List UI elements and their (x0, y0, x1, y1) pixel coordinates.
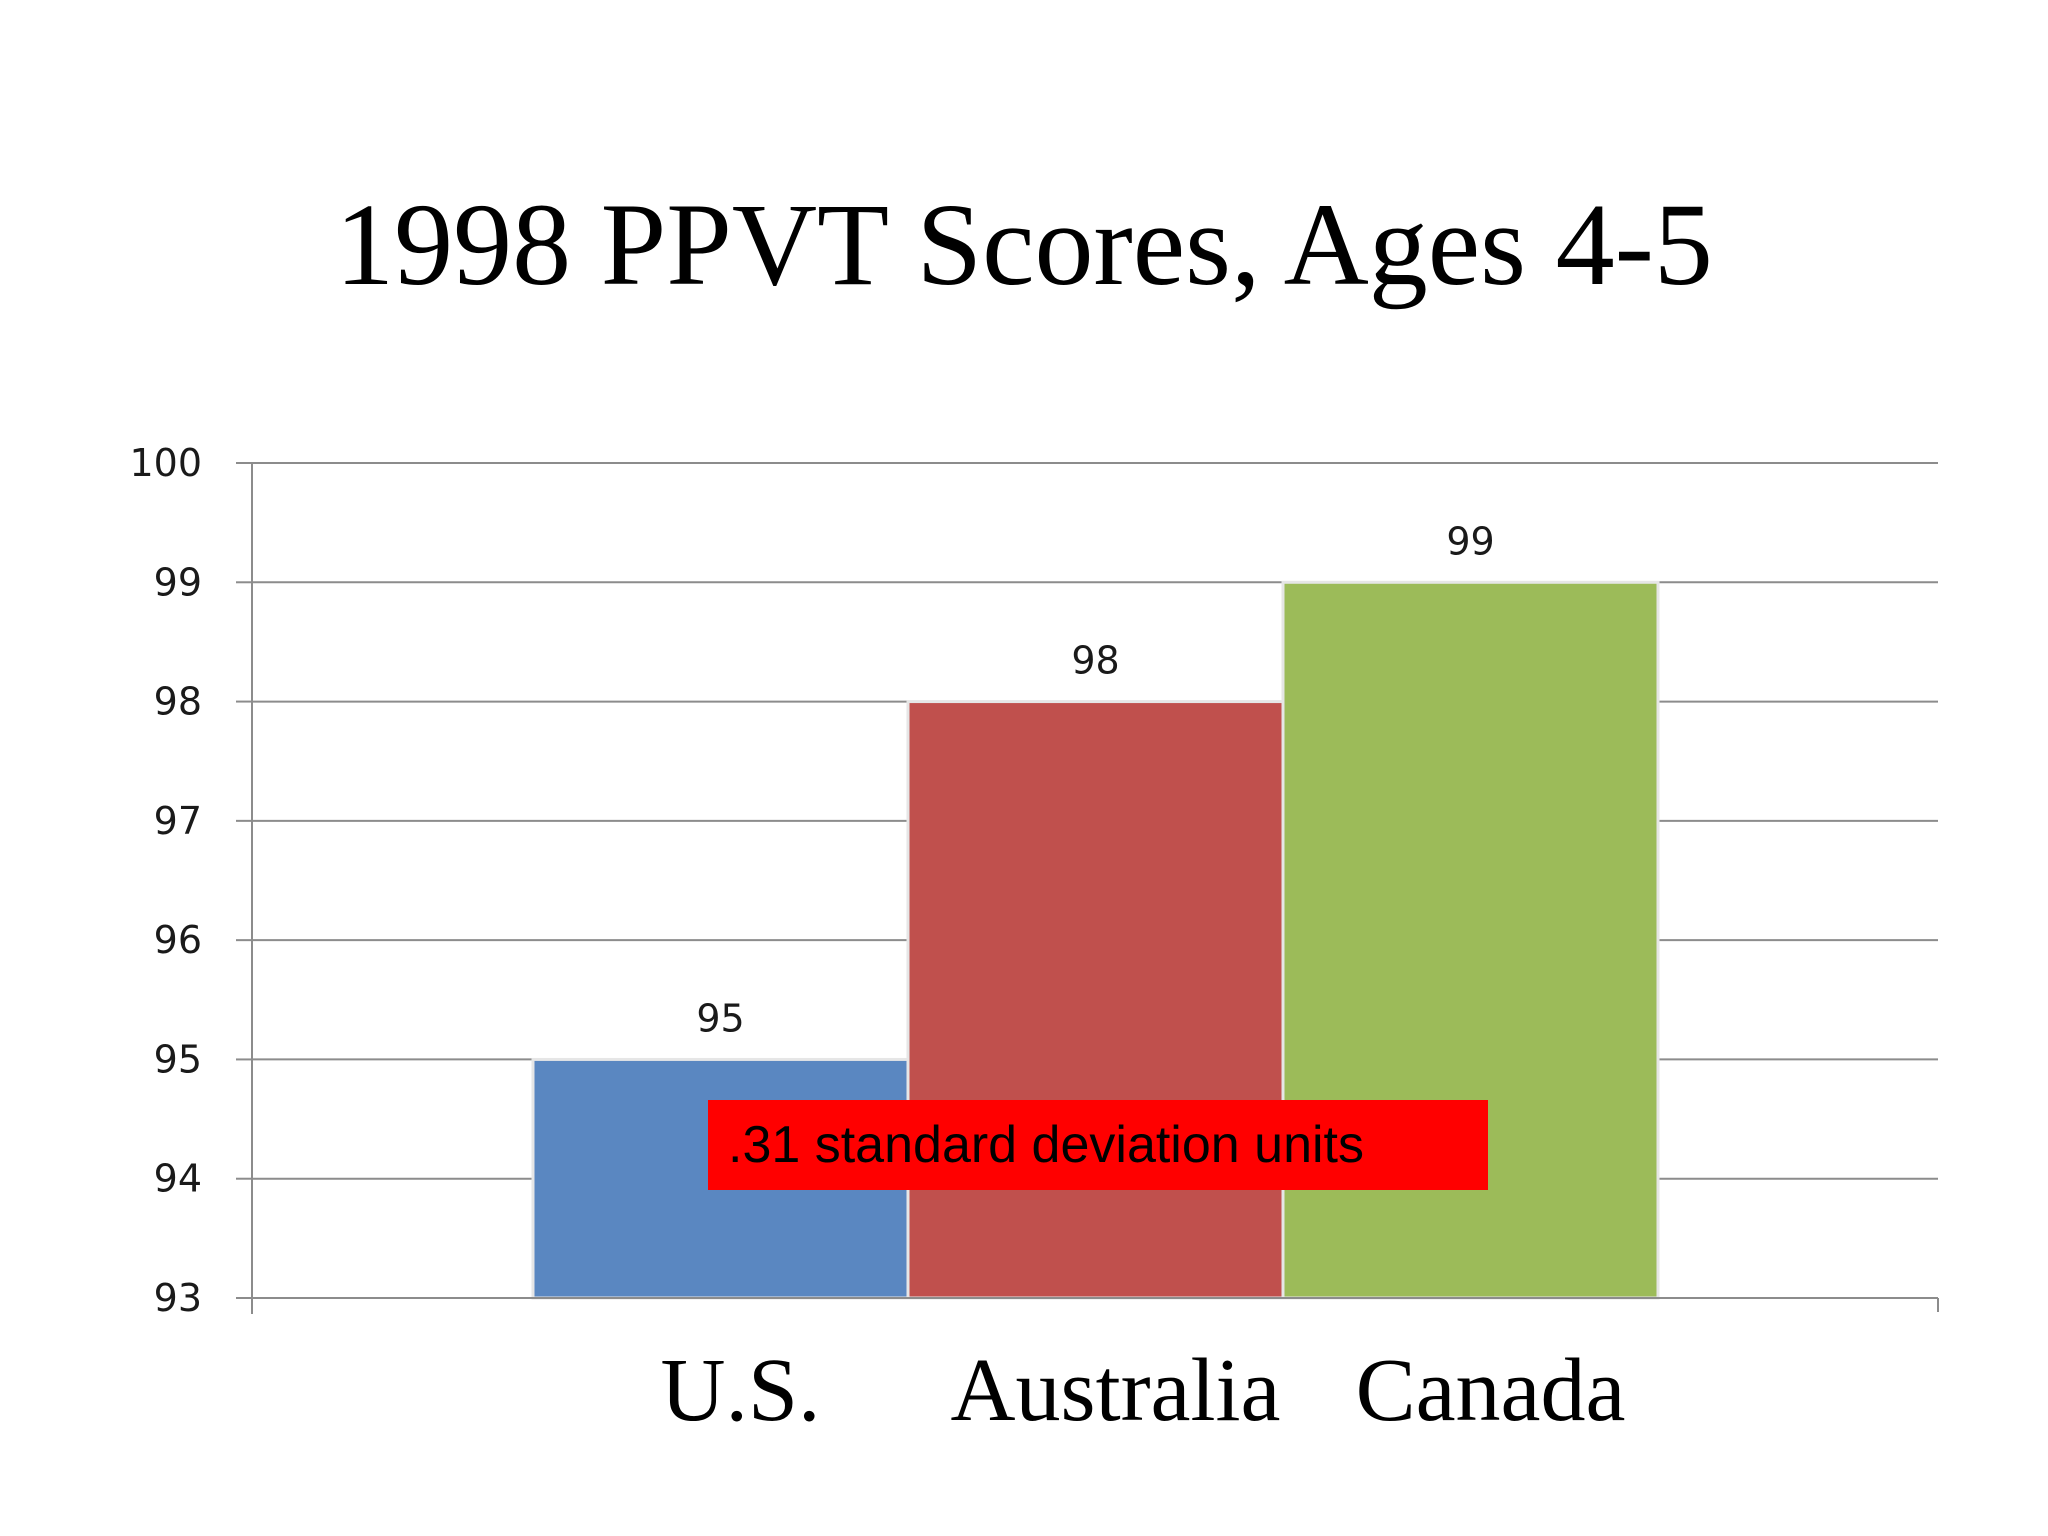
bar-canada (1281, 580, 1660, 1300)
data-label: 98 (1071, 639, 1119, 683)
y-tick-label: 96 (154, 918, 202, 962)
y-tick-label: 99 (154, 560, 202, 604)
y-tick-label: 94 (154, 1157, 202, 1201)
chart-title: 1998 PPVT Scores, Ages 4-5 (335, 179, 1713, 310)
bar-australia (906, 700, 1285, 1300)
y-tick-label: 100 (129, 441, 202, 485)
y-tick-label: 97 (154, 799, 202, 843)
data-label: 99 (1446, 519, 1494, 563)
category-label: U.S. (660, 1341, 820, 1440)
y-tick-label: 98 (154, 680, 202, 724)
category-label: Australia (951, 1341, 1281, 1440)
annotation-box: .31 standard deviation units (708, 1100, 1488, 1190)
axes (236, 462, 1939, 1314)
y-tick-label: 93 (154, 1276, 202, 1320)
y-tick-label: 95 (154, 1037, 202, 1081)
labels: 93 94 95 96 97 98 99 100 95 U.S. 98 Australia 99 Cana… (129, 441, 1625, 1440)
category-label: Canada (1356, 1341, 1626, 1440)
data-label: 95 (696, 996, 744, 1040)
